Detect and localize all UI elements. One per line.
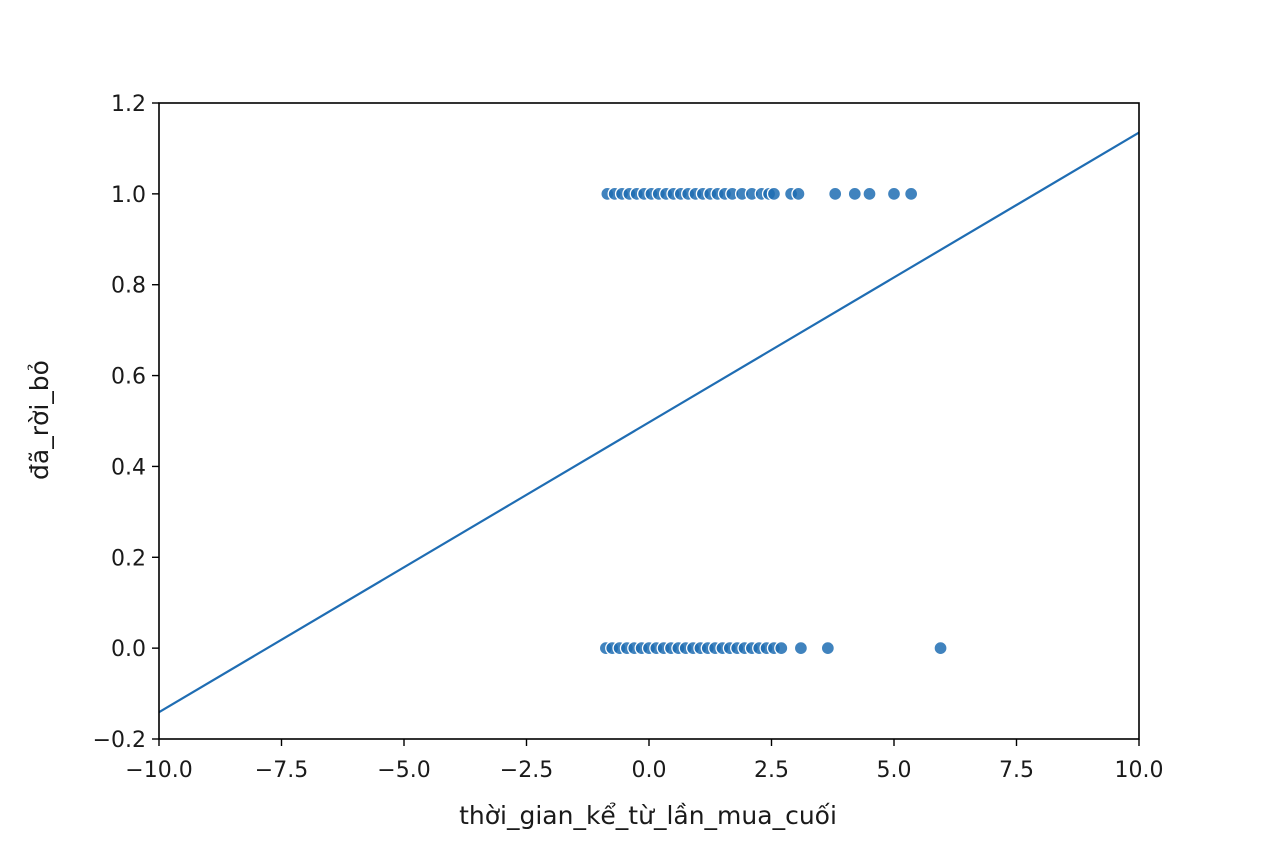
scatter-point xyxy=(862,186,877,202)
x-tick-label: 0.0 xyxy=(632,758,667,783)
y-axis-ticks: −0.2 0.0 0.2 0.4 0.6 0.8 1.0 1.2 xyxy=(93,92,159,753)
x-axis-ticks: −10.0 −7.5 −5.0 −2.5 0.0 2.5 5.0 7.5 10.0 xyxy=(125,739,1163,783)
y-tick-label: 0.6 xyxy=(111,365,146,390)
x-tick-label: 10.0 xyxy=(1115,758,1164,783)
scatter-point xyxy=(904,186,919,202)
x-tick-label: 7.5 xyxy=(999,758,1034,783)
y-tick-label: 0.2 xyxy=(111,546,146,571)
y-tick-label: 0.8 xyxy=(111,274,146,299)
scatter-point xyxy=(766,186,782,202)
x-tick-label: −5.0 xyxy=(377,758,430,783)
scatter-point xyxy=(886,186,902,202)
y-tick-label: 0.4 xyxy=(111,455,146,480)
scatter-point xyxy=(774,640,789,656)
scatter-point xyxy=(847,186,862,202)
regression-line xyxy=(158,131,1140,714)
x-tick-label: −10.0 xyxy=(125,758,192,783)
scatter-point xyxy=(791,186,806,202)
regression-line-layer xyxy=(158,131,1140,714)
x-tick-label: 2.5 xyxy=(754,758,789,783)
x-tick-label: 5.0 xyxy=(877,758,912,783)
y-tick-label: 1.0 xyxy=(111,183,146,208)
scatter-point xyxy=(933,640,948,656)
y-tick-label: 1.2 xyxy=(111,92,146,117)
scatter-point xyxy=(793,640,809,656)
scatter-points xyxy=(598,186,948,656)
x-axis-label: thời_gian_kể_từ_lần_mua_cuối xyxy=(459,801,837,830)
y-axis-label: đã_rời_bỏ xyxy=(25,360,54,480)
y-tick-label: −0.2 xyxy=(93,728,146,753)
y-tick-label: 0.0 xyxy=(111,637,146,662)
x-tick-label: −7.5 xyxy=(255,758,308,783)
scatter-point xyxy=(820,640,835,656)
x-tick-label: −2.5 xyxy=(500,758,553,783)
scatter-point xyxy=(828,186,843,202)
